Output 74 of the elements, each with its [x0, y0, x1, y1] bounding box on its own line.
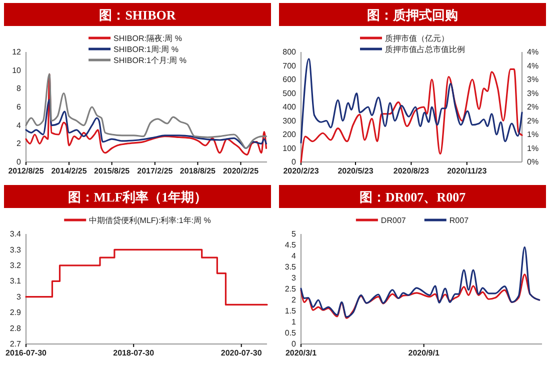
- x-tick-label: 2017/2/25: [137, 166, 174, 176]
- y-tick-label: 200: [282, 130, 297, 140]
- x-tick-label: 2020/3/1: [285, 348, 318, 358]
- legend-label: SHIBOR:隔夜:周 %: [114, 34, 182, 43]
- x-tick-label: 2018-07-30: [113, 348, 155, 358]
- y-tick-label: 2.5: [284, 284, 297, 294]
- line-series: [300, 246, 540, 318]
- y-tick-label: 3.1: [10, 276, 22, 286]
- x-tick-label: 2015/8/25: [94, 166, 130, 176]
- y-tick-label: 600: [282, 75, 297, 84]
- line-series: [25, 98, 268, 150]
- y-tick-label: 3: [292, 274, 297, 283]
- x-tick-label: 2018/8/25: [180, 166, 216, 176]
- y-tick-label: 500: [282, 88, 297, 98]
- y-tick-label: 0: [16, 158, 22, 167]
- y-tick-label: 0: [292, 158, 297, 167]
- y2-tick-label: 0%: [527, 158, 539, 167]
- y2-tick-label: 1%: [527, 130, 539, 140]
- y2-tick-label: 4%: [527, 48, 539, 57]
- x-tick-label: 2020-07-30: [220, 348, 262, 358]
- y-tick-label: 0.5: [284, 328, 297, 338]
- y-tick-label: 2.8: [10, 324, 22, 333]
- x-tick-label: 2020/9/1: [408, 348, 440, 358]
- y-tick-label: 1: [292, 318, 297, 327]
- legend-label: SHIBOR:1个月:周 %: [114, 56, 186, 65]
- legend-label: SHIBOR:1周:周 %: [114, 45, 178, 54]
- y-tick-label: 10: [12, 66, 22, 75]
- y-tick-label: 12: [12, 48, 22, 57]
- x-tick-label: 2020/2/23: [283, 166, 320, 176]
- y2-tick-label: 2%: [527, 116, 539, 126]
- y-tick-label: 800: [282, 48, 297, 57]
- y2-tick-label: 3%: [527, 75, 539, 84]
- legend-label: 质押市值占总市值比例: [385, 45, 465, 54]
- x-tick-label: 2020/11/23: [447, 166, 488, 176]
- y-tick-label: 3: [16, 292, 22, 302]
- y-tick-label: 8: [16, 84, 22, 94]
- legend-label: DR007: [380, 216, 406, 225]
- y-tick-label: 4: [16, 120, 22, 130]
- y-tick-label: 2: [16, 139, 22, 148]
- line-series: [300, 58, 523, 144]
- y-tick-label: 2: [292, 296, 297, 305]
- y2-tick-label: 2%: [527, 102, 539, 112]
- chart-title: 图：SHIBOR: [99, 8, 176, 22]
- legend-label: 质押市值（亿元）: [385, 34, 449, 43]
- y2-tick-label: 4%: [527, 61, 539, 70]
- x-tick-label: 2014/2/25: [51, 166, 88, 176]
- x-tick-label: 2016-07-30: [6, 348, 48, 358]
- y-tick-label: 700: [282, 61, 297, 70]
- y-tick-label: 6: [16, 102, 22, 112]
- x-tick-label: 2012/8/25: [8, 166, 44, 176]
- x-tick-label: 2020/8/23: [393, 166, 430, 176]
- legend-label: R007: [449, 216, 470, 225]
- y-tick-label: 400: [282, 102, 297, 112]
- chart-title: 图：DR007、R007: [359, 190, 466, 204]
- y-tick-label: 2.9: [10, 308, 22, 318]
- y-tick-label: 4: [292, 252, 297, 261]
- y-tick-label: 300: [282, 116, 297, 126]
- chart-title: 图：MLF利率（1年期）: [68, 190, 208, 204]
- y2-tick-label: 3%: [527, 88, 539, 98]
- y-tick-label: 3.4: [10, 230, 22, 239]
- y-tick-label: 3.2: [10, 260, 22, 270]
- y2-tick-label: 1%: [527, 144, 539, 153]
- y-tick-label: 1.5: [284, 306, 297, 316]
- x-tick-label: 2020/2/25: [222, 166, 260, 176]
- y-tick-label: 2.7: [10, 340, 22, 349]
- y-tick-label: 100: [282, 144, 297, 153]
- chart-title: 图：质押式回购: [367, 8, 458, 22]
- x-tick-label: 2020/5/23: [338, 166, 374, 176]
- y-tick-label: 5: [292, 230, 297, 239]
- y-tick-label: 3.5: [284, 262, 297, 272]
- y-tick-label: 0: [292, 340, 297, 349]
- y-tick-label: 3.3: [10, 245, 22, 254]
- y-tick-label: 4.5: [284, 240, 297, 250]
- legend-label: 中期借贷便利(MLF):利率:1年:周 %: [89, 216, 211, 225]
